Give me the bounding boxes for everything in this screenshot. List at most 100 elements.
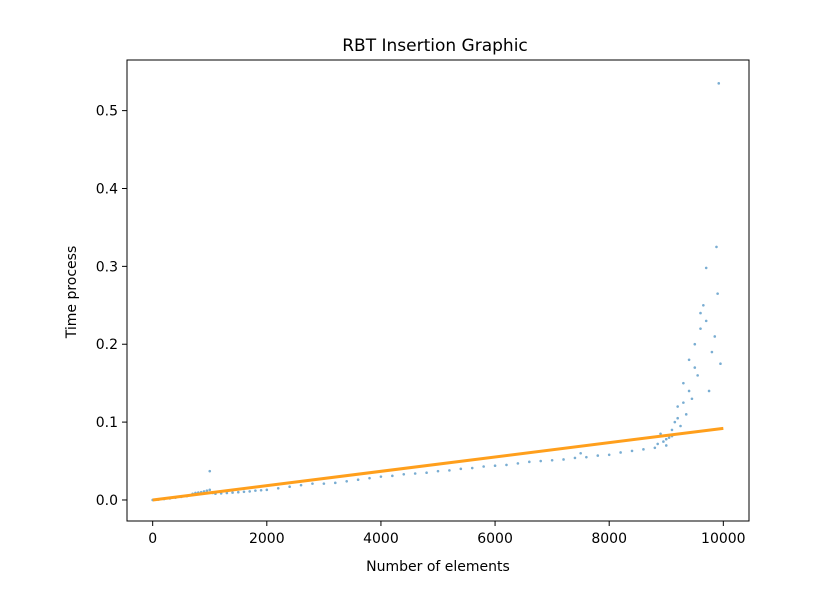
y-axis-label: Time process — [64, 246, 80, 340]
scatter-point — [539, 459, 543, 463]
scatter-point — [679, 424, 682, 428]
scatter-point — [516, 462, 520, 465]
scatter-point — [690, 397, 694, 401]
scatter-point — [699, 311, 702, 315]
scatter-point — [248, 490, 251, 493]
scatter-point — [585, 455, 588, 459]
scatter-point — [550, 458, 554, 462]
x-tick-label: 4000 — [363, 531, 399, 547]
scatter-point — [493, 464, 497, 468]
scatter-point — [333, 481, 337, 485]
scatter-point — [662, 440, 665, 443]
scatter-series — [151, 82, 722, 502]
scatter-point — [288, 485, 291, 489]
scatter-point — [265, 488, 269, 492]
scatter-point — [682, 401, 685, 404]
scatter-point — [676, 416, 679, 420]
scatter-point — [579, 451, 582, 455]
scatter-point — [710, 350, 714, 354]
scatter-point — [687, 389, 691, 393]
scatter-point — [684, 413, 688, 416]
scatter-point — [225, 491, 229, 495]
x-tick-label: 8000 — [591, 531, 627, 547]
y-axis: 0.0 0.1 0.2 0.3 0.4 0.5 — [96, 104, 127, 509]
scatter-point — [699, 327, 702, 330]
scatter-point — [673, 420, 677, 424]
scatter-point — [562, 458, 565, 461]
scatter-point — [436, 469, 440, 473]
x-tick-label: 10000 — [701, 531, 746, 547]
scatter-point — [236, 490, 240, 494]
scatter-point — [276, 486, 280, 490]
scatter-point — [413, 472, 417, 475]
scatter-point — [299, 483, 303, 487]
scatter-point — [664, 437, 668, 441]
x-tick-label: 2000 — [249, 531, 285, 547]
x-tick-label: 0 — [148, 531, 157, 547]
scatter-point — [205, 489, 209, 492]
scatter-point — [607, 453, 611, 457]
scatter-point — [254, 489, 257, 492]
scatter-point — [717, 82, 721, 85]
scatter-point — [402, 472, 406, 476]
scatter-point — [693, 342, 697, 346]
scatter-point — [596, 454, 600, 457]
scatter-point — [642, 448, 645, 451]
chart-title: RBT Insertion Graphic — [342, 36, 528, 56]
scatter-point — [716, 292, 719, 295]
scatter-point — [528, 460, 531, 464]
scatter-point — [687, 358, 691, 362]
y-tick-label: 0.0 — [96, 493, 118, 509]
scatter-point — [702, 303, 705, 307]
scatter-point — [656, 442, 659, 446]
scatter-point — [704, 319, 708, 323]
plot-frame — [126, 59, 750, 522]
scatter-point — [704, 266, 708, 270]
scatter-point — [693, 366, 697, 369]
y-tick-label: 0.5 — [96, 104, 118, 120]
y-tick-label: 0.3 — [96, 259, 118, 275]
scatter-point — [208, 488, 212, 492]
scatter-point — [391, 474, 394, 478]
trend-line — [152, 426, 724, 502]
scatter-point — [653, 446, 657, 450]
scatter-point — [368, 476, 371, 480]
scatter-point — [379, 475, 383, 478]
scatter-point — [682, 381, 685, 385]
scatter-point — [707, 389, 711, 393]
scatter-point — [345, 479, 348, 483]
scatter-point — [676, 405, 679, 408]
scatter-point — [259, 488, 263, 492]
scatter-point — [356, 478, 360, 482]
scatter-point — [459, 467, 463, 471]
scatter-point — [659, 432, 662, 436]
x-tick-label: 6000 — [477, 531, 513, 547]
scatter-point — [667, 436, 671, 439]
y-tick-label: 0.2 — [96, 337, 118, 353]
x-axis-label: Number of elements — [366, 559, 510, 575]
plot-area — [151, 82, 724, 502]
scatter-point — [664, 444, 668, 447]
scatter-point — [311, 482, 314, 485]
scatter-point — [505, 463, 508, 467]
scatter-point — [322, 482, 326, 485]
y-tick-label: 0.1 — [96, 415, 118, 431]
scatter-point — [242, 490, 246, 494]
scatter-point — [630, 449, 634, 453]
scatter-point — [573, 456, 577, 460]
scatter-point — [713, 335, 717, 338]
scatter-point — [470, 466, 474, 470]
scatter-point — [670, 428, 674, 432]
scatter-point — [425, 471, 428, 475]
scatter-point — [715, 245, 718, 249]
scatter-point — [619, 451, 622, 454]
scatter-point — [231, 491, 234, 494]
scatter-point — [719, 362, 722, 365]
scatter-point — [696, 374, 699, 377]
scatter-point — [448, 469, 451, 472]
y-tick-label: 0.4 — [96, 181, 118, 197]
scatter-point — [208, 469, 212, 473]
scatter-point — [482, 465, 485, 468]
